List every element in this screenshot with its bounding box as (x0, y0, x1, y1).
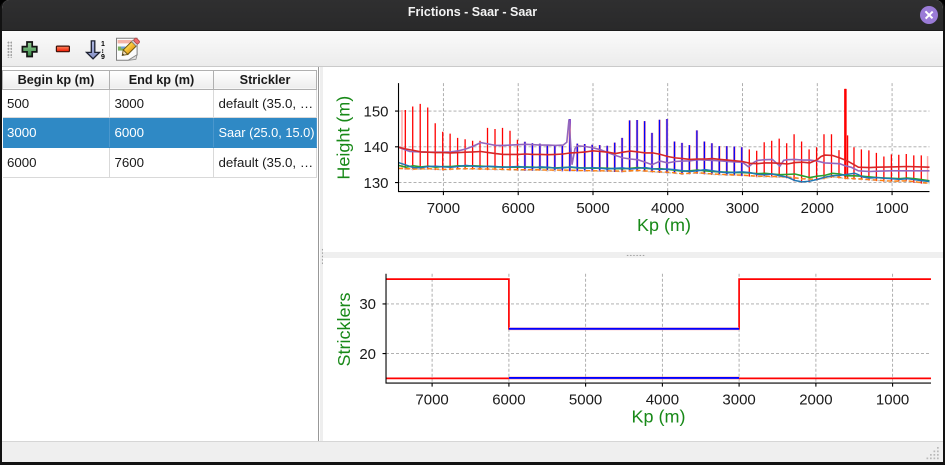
svg-text:1000: 1000 (875, 200, 908, 217)
svg-text:3000: 3000 (722, 391, 755, 408)
svg-text:6000: 6000 (502, 200, 535, 217)
svg-text:5000: 5000 (576, 200, 609, 217)
svg-text:1000: 1000 (876, 391, 909, 408)
svg-text:2000: 2000 (799, 391, 832, 408)
svg-text:1: 1 (101, 41, 105, 48)
svg-text:30: 30 (359, 296, 376, 313)
svg-text:5000: 5000 (569, 391, 602, 408)
svg-text:130: 130 (364, 175, 389, 192)
svg-text:4000: 4000 (651, 200, 684, 217)
svg-text:20: 20 (359, 346, 376, 363)
svg-text:150: 150 (364, 103, 389, 120)
svg-text:Stricklers: Stricklers (334, 292, 354, 366)
svg-text:6000: 6000 (492, 391, 525, 408)
svg-text:7000: 7000 (427, 200, 460, 217)
svg-text:Height (m): Height (m) (334, 96, 354, 180)
svg-text:Kp (m): Kp (m) (637, 215, 691, 235)
svg-text:7000: 7000 (415, 391, 448, 408)
svg-text:140: 140 (364, 139, 389, 156)
svg-text:9: 9 (101, 54, 105, 61)
svg-text:Kp (m): Kp (m) (632, 406, 686, 426)
svg-text:3000: 3000 (726, 200, 759, 217)
svg-text:2000: 2000 (801, 200, 834, 217)
svg-text:4000: 4000 (646, 391, 679, 408)
